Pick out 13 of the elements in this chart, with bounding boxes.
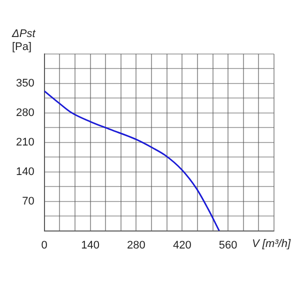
- line-series: [44, 90, 220, 231]
- y-tick-label: 70: [22, 195, 34, 208]
- x-tick-label: 140: [81, 239, 100, 252]
- y-tick-label: 280: [16, 106, 34, 119]
- x-tick-label: 280: [127, 239, 146, 252]
- y-tick-label: 140: [16, 166, 34, 178]
- y-tick-label: 210: [16, 136, 34, 148]
- x-tick-label: 0: [41, 239, 48, 252]
- y-tick-label: 350: [16, 78, 34, 90]
- y-axis-title: ΔPst [Pa]: [11, 28, 36, 53]
- x-axis-title: V [m³/h]: [252, 238, 292, 250]
- x-tick-label: 420: [172, 239, 192, 252]
- x-tick-label: 560: [218, 239, 238, 252]
